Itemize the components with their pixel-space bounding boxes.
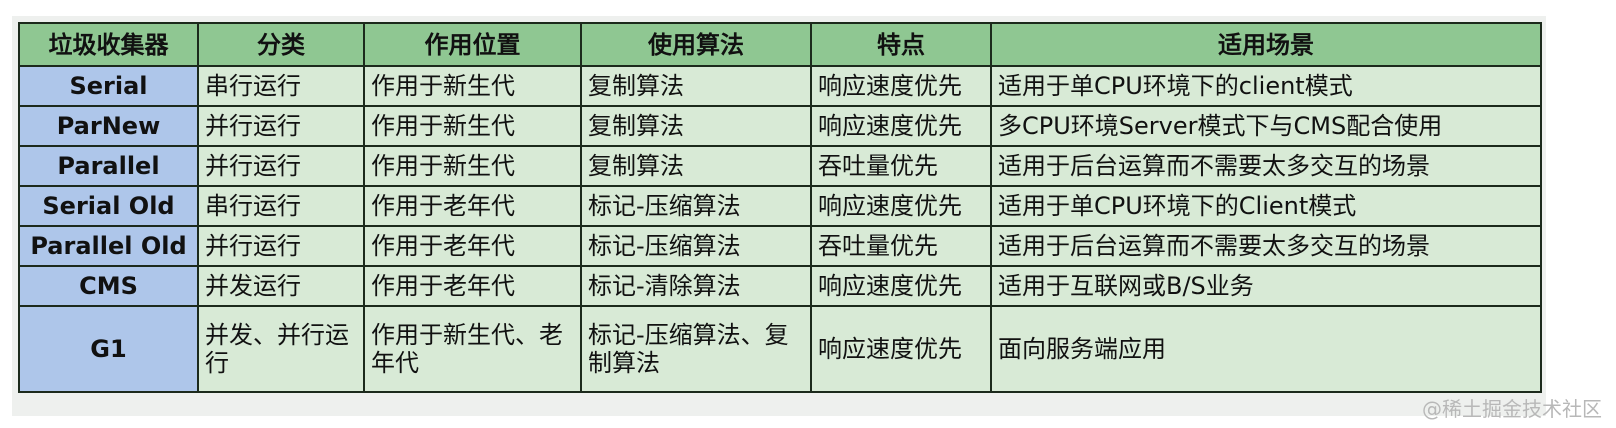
cell-category: 并行运行 xyxy=(197,105,365,147)
cell-algorithm: 复制算法 xyxy=(580,65,812,107)
cell-scenario: 适用于互联网或B/S业务 xyxy=(990,265,1542,307)
cell-scenario: 多CPU环境Server模式下与CMS配合使用 xyxy=(990,105,1542,147)
cell-region: 作用于老年代 xyxy=(363,265,582,307)
cell-feature: 响应速度优先 xyxy=(810,185,992,227)
table-row: CMS 并发运行 作用于老年代 标记-清除算法 响应速度优先 适用于互联网或B/S业务 xyxy=(18,265,1542,307)
cell-collector-name: G1 xyxy=(18,305,199,393)
table-row: ParNew 并行运行 作用于新生代 复制算法 响应速度优先 多CPU环境Server模式… xyxy=(18,105,1542,147)
cell-algorithm: 复制算法 xyxy=(580,105,812,147)
table-row: G1 并发、并行运行 作用于新生代、老年代 标记-压缩算法、复制算法 响应速度优先 面向服… xyxy=(18,305,1542,393)
table-row: Serial 串行运行 作用于新生代 复制算法 响应速度优先 适用于单CPU环境下的cli… xyxy=(18,65,1542,107)
cell-collector-name: CMS xyxy=(18,265,199,307)
cell-category: 串行运行 xyxy=(197,65,365,107)
cell-region: 作用于老年代 xyxy=(363,225,582,267)
gc-comparison-table: 垃圾收集器 分类 作用位置 使用算法 特点 适用场景 Serial 串行运行 作用于… xyxy=(18,22,1542,393)
cell-category: 并发运行 xyxy=(197,265,365,307)
cell-scenario: 适用于后台运算而不需要太多交互的场景 xyxy=(990,145,1542,187)
cell-category: 串行运行 xyxy=(197,185,365,227)
cell-region: 作用于老年代 xyxy=(363,185,582,227)
cell-collector-name: Parallel Old xyxy=(18,225,199,267)
header-category: 分类 xyxy=(197,22,365,67)
cell-algorithm: 标记-压缩算法 xyxy=(580,225,812,267)
cell-region: 作用于新生代 xyxy=(363,105,582,147)
cell-scenario: 适用于后台运算而不需要太多交互的场景 xyxy=(990,225,1542,267)
cell-algorithm: 标记-压缩算法 xyxy=(580,185,812,227)
cell-scenario: 面向服务端应用 xyxy=(990,305,1542,393)
cell-collector-name: Serial Old xyxy=(18,185,199,227)
cell-category: 并发、并行运行 xyxy=(197,305,365,393)
header-algorithm: 使用算法 xyxy=(580,22,812,67)
cell-feature: 响应速度优先 xyxy=(810,65,992,107)
table-row: Parallel Old 并行运行 作用于老年代 标记-压缩算法 吞吐量优先 适用于后台运… xyxy=(18,225,1542,267)
cell-feature: 响应速度优先 xyxy=(810,265,992,307)
watermark: @稀土掘金技术社区 xyxy=(1422,397,1602,421)
cell-scenario: 适用于单CPU环境下的client模式 xyxy=(990,65,1542,107)
cell-region: 作用于新生代 xyxy=(363,145,582,187)
cell-region: 作用于新生代、老年代 xyxy=(363,305,582,393)
cell-collector-name: ParNew xyxy=(18,105,199,147)
cell-scenario: 适用于单CPU环境下的Client模式 xyxy=(990,185,1542,227)
cell-category: 并行运行 xyxy=(197,145,365,187)
header-region: 作用位置 xyxy=(363,22,582,67)
cell-category: 并行运行 xyxy=(197,225,365,267)
header-row: 垃圾收集器 分类 作用位置 使用算法 特点 适用场景 xyxy=(18,22,1542,67)
cell-algorithm: 复制算法 xyxy=(580,145,812,187)
header-scenario: 适用场景 xyxy=(990,22,1542,67)
cell-feature: 吞吐量优先 xyxy=(810,225,992,267)
cell-algorithm: 标记-压缩算法、复制算法 xyxy=(580,305,812,393)
cell-feature: 响应速度优先 xyxy=(810,305,992,393)
cell-feature: 响应速度优先 xyxy=(810,105,992,147)
cell-algorithm: 标记-清除算法 xyxy=(580,265,812,307)
cell-region: 作用于新生代 xyxy=(363,65,582,107)
table-row: Parallel 并行运行 作用于新生代 复制算法 吞吐量优先 适用于后台运算而不需要太多… xyxy=(18,145,1542,187)
cell-collector-name: Parallel xyxy=(18,145,199,187)
cell-collector-name: Serial xyxy=(18,65,199,107)
header-feature: 特点 xyxy=(810,22,992,67)
header-collector: 垃圾收集器 xyxy=(18,22,199,67)
table-row: Serial Old 串行运行 作用于老年代 标记-压缩算法 响应速度优先 适用于单CPU… xyxy=(18,185,1542,227)
cell-feature: 吞吐量优先 xyxy=(810,145,992,187)
